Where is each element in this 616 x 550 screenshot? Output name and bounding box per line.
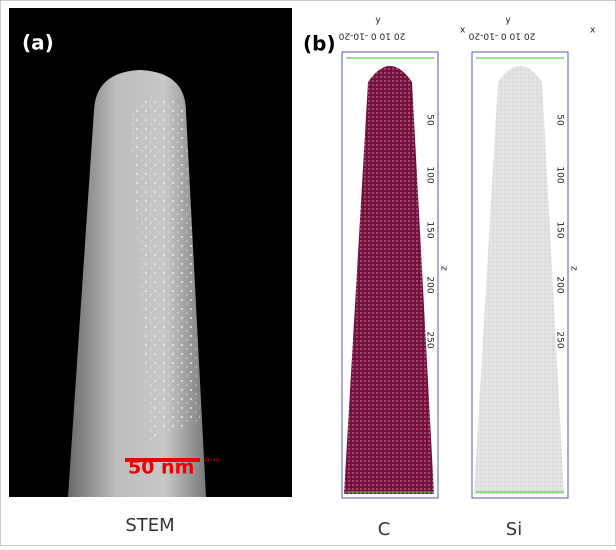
axis-label: z [569, 266, 579, 271]
axis-ticks: 20 10 0 -10-20 [338, 31, 405, 41]
caption: C [378, 519, 391, 540]
z-tick: 250 [555, 331, 565, 348]
panel-label: (a) [22, 31, 54, 55]
z-tick: 100 [425, 166, 435, 183]
scale-bar-small: 50 nm [203, 458, 219, 464]
z-tick: 50 [555, 114, 565, 126]
axis-label: y [375, 16, 381, 26]
z-tick: 150 [425, 221, 435, 238]
axis-label: x [460, 26, 466, 36]
z-tick: 150 [555, 221, 565, 238]
axis-label: z [439, 266, 449, 271]
z-tick: 200 [555, 276, 565, 293]
caption: Si [506, 519, 522, 540]
axis-ticks: 20 10 0 -10-20 [468, 31, 535, 41]
axis-label: x [590, 26, 596, 36]
axis-label: y [505, 16, 511, 26]
z-tick: 250 [425, 331, 435, 348]
caption: STEM [125, 515, 174, 536]
figure: (a) 50 nm 50 nm STEM (b) y 20 10 0 -10-20… [0, 0, 616, 546]
z-tick: 50 [425, 114, 435, 126]
scale-bar-label: 50 nm [128, 457, 194, 479]
panel-label: (b) [303, 32, 336, 56]
z-tick: 100 [555, 166, 565, 183]
z-tick: 200 [425, 276, 435, 293]
